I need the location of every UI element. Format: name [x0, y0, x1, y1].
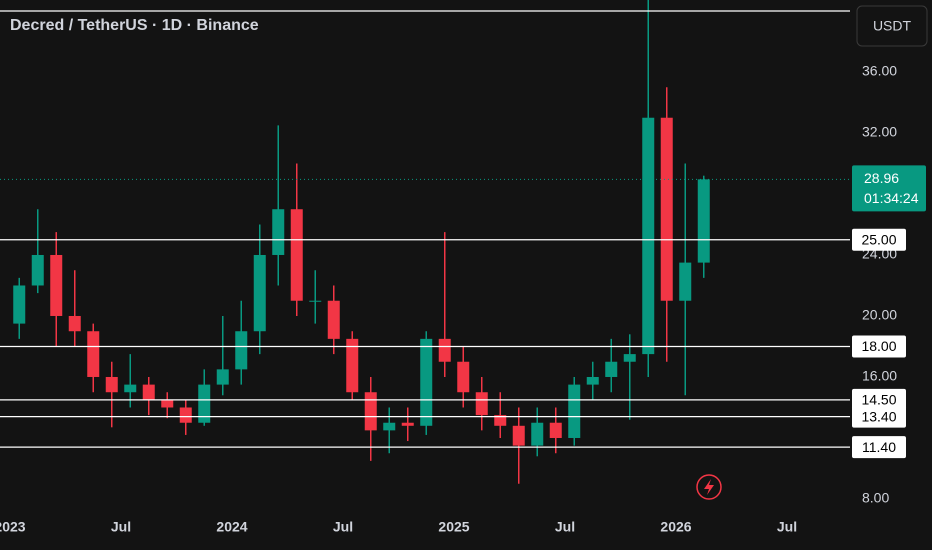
x-tick-label: 2026 [660, 519, 691, 535]
candle-body [272, 209, 285, 255]
candle-body [660, 117, 673, 301]
candle-body [420, 338, 433, 426]
candle-body [401, 422, 414, 426]
x-tick-label: 2023 [0, 519, 26, 535]
candle-body [512, 425, 525, 446]
candle-body [605, 361, 618, 377]
level-label: 14.50 [861, 392, 896, 408]
candle-body [68, 315, 81, 332]
candle-body [216, 369, 229, 385]
candle-body [87, 331, 100, 377]
candle-body [549, 422, 562, 438]
candle-body [346, 338, 359, 393]
candle-body [50, 254, 63, 316]
countdown-label: 01:34:24 [864, 190, 919, 206]
candle-body [327, 300, 340, 339]
candles [13, 0, 710, 484]
candle-body [253, 254, 266, 332]
level-label: 11.40 [862, 439, 896, 455]
currency-label[interactable]: USDT [873, 18, 912, 34]
alert-icon-ring[interactable] [696, 474, 722, 500]
candle-body [438, 338, 451, 362]
candle-body [475, 392, 488, 416]
candle-body [623, 354, 636, 362]
level-label-box [852, 335, 906, 358]
candle-body [494, 415, 507, 426]
candle-body [586, 376, 599, 385]
candle-body [31, 254, 44, 286]
y-tick-label: 8.00 [862, 490, 889, 506]
y-tick-label: 20.00 [862, 307, 897, 323]
x-tick-label: Jul [555, 519, 575, 535]
candle-body [105, 376, 118, 393]
x-tick-label: Jul [333, 519, 353, 535]
candle-body [364, 392, 377, 431]
currency-button[interactable]: USDT [856, 5, 928, 47]
x-tick-label: 2025 [438, 519, 469, 535]
candle-body [290, 209, 303, 301]
y-tick-label: 16.00 [862, 368, 897, 384]
candle-body [383, 422, 396, 431]
candle-body [457, 361, 470, 393]
y-tick-label: 32.00 [862, 124, 897, 140]
last-price-label: 28.96 [864, 170, 899, 186]
candle-body [679, 262, 692, 301]
alert-icon[interactable] [696, 474, 722, 500]
alert-icon-bolt[interactable] [704, 479, 714, 495]
x-tick-label: 2024 [216, 519, 247, 535]
candle-body [13, 285, 26, 324]
candle-body [309, 300, 322, 302]
level-label-box [852, 228, 906, 251]
candle-body [142, 384, 155, 400]
candle-body [124, 384, 137, 393]
level-label-box [852, 405, 906, 428]
candle-body [179, 407, 192, 423]
y-tick-label: 36.00 [862, 63, 897, 79]
chart-title: Decred / TetherUS · 1D · Binance [10, 17, 259, 34]
level-label-box [852, 436, 906, 459]
candle-body [235, 331, 248, 370]
level-label: 13.40 [861, 408, 896, 424]
level-label: 25.00 [861, 231, 896, 247]
level-label-box [852, 388, 906, 411]
candle-body [568, 384, 581, 438]
last-price-box [852, 165, 926, 212]
level-label: 18.00 [861, 338, 896, 354]
candle-body [198, 384, 211, 423]
x-tick-label: Jul [777, 519, 797, 535]
candle-body [531, 422, 544, 446]
currency-button-frame[interactable] [856, 5, 928, 47]
candle-body [697, 179, 710, 263]
candle-body [642, 117, 655, 355]
candle-body [161, 399, 174, 408]
x-tick-label: Jul [111, 519, 131, 535]
